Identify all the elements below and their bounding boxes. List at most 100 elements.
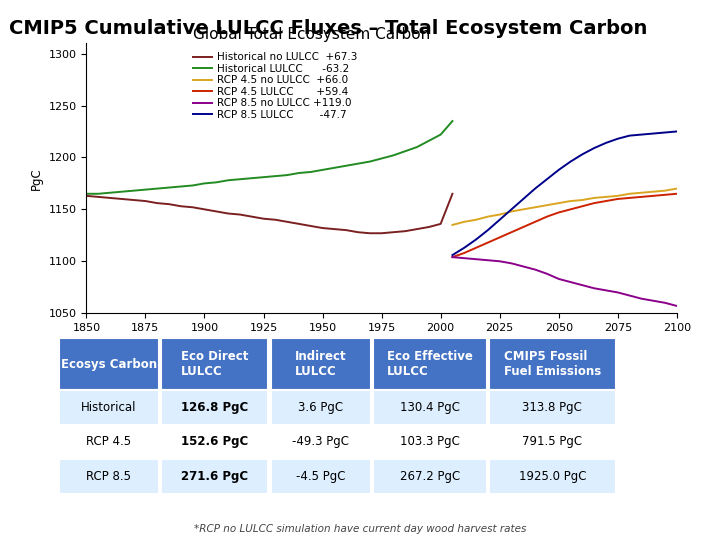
RCP 4.5 no LULCC  +66.0 (531, 204, 539, 211)
Historical no LULCC  +67.3 (318, 225, 327, 231)
Historical no LULCC  +67.3 (82, 193, 91, 199)
Historical no LULCC  +67.3 (330, 226, 338, 232)
Historical LULCC      -63.2 (436, 131, 445, 138)
RCP 4.5 LULCC       +59.4 (625, 195, 634, 201)
Text: 791.5 PgC: 791.5 PgC (523, 435, 582, 448)
Historical LULCC      -63.2 (377, 155, 386, 161)
Historical LULCC      -63.2 (330, 165, 338, 171)
Historical no LULCC  +67.3 (401, 228, 410, 234)
Line: RCP 4.5 LULCC       +59.4: RCP 4.5 LULCC +59.4 (452, 194, 677, 257)
RCP 8.5 LULCC        -47.7 (661, 129, 670, 136)
RCP 8.5 LULCC        -47.7 (637, 131, 646, 138)
Historical LULCC      -63.2 (366, 158, 374, 165)
RCP 8.5 LULCC        -47.7 (590, 145, 598, 151)
RCP 8.5 no LULCC +119.0 (637, 295, 646, 302)
RCP 4.5 no LULCC  +66.0 (448, 222, 456, 228)
Line: RCP 4.5 no LULCC  +66.0: RCP 4.5 no LULCC +66.0 (452, 188, 677, 225)
RCP 4.5 LULCC       +59.4 (649, 193, 657, 199)
RCP 4.5 no LULCC  +66.0 (472, 217, 480, 223)
Text: -4.5 PgC: -4.5 PgC (296, 470, 346, 483)
FancyBboxPatch shape (373, 338, 487, 390)
Historical LULCC      -63.2 (354, 160, 362, 167)
Text: 152.6 PgC: 152.6 PgC (181, 435, 248, 448)
Text: 130.4 PgC: 130.4 PgC (400, 401, 460, 414)
Historical no LULCC  +67.3 (436, 221, 445, 227)
FancyBboxPatch shape (489, 390, 616, 424)
Historical no LULCC  +67.3 (106, 195, 114, 201)
Text: Eco Direct
LULCC: Eco Direct LULCC (181, 350, 248, 378)
RCP 8.5 LULCC        -47.7 (507, 206, 516, 213)
RCP 4.5 LULCC       +59.4 (661, 192, 670, 198)
Text: 267.2 PgC: 267.2 PgC (400, 470, 460, 483)
Line: Historical no LULCC  +67.3: Historical no LULCC +67.3 (86, 194, 452, 233)
RCP 8.5 LULCC        -47.7 (472, 236, 480, 242)
FancyBboxPatch shape (489, 424, 616, 459)
Historical LULCC      -63.2 (82, 191, 91, 197)
RCP 4.5 no LULCC  +66.0 (484, 213, 492, 220)
FancyBboxPatch shape (271, 424, 371, 459)
Historical LULCC      -63.2 (200, 180, 209, 187)
Text: 271.6 PgC: 271.6 PgC (181, 470, 248, 483)
FancyBboxPatch shape (58, 459, 158, 494)
RCP 8.5 no LULCC +119.0 (566, 279, 575, 285)
RCP 4.5 no LULCC  +66.0 (519, 206, 528, 213)
RCP 8.5 LULCC        -47.7 (625, 132, 634, 139)
Line: Historical LULCC      -63.2: Historical LULCC -63.2 (86, 121, 452, 194)
RCP 8.5 LULCC        -47.7 (672, 128, 681, 134)
Historical no LULCC  +67.3 (366, 230, 374, 237)
Y-axis label: PgC: PgC (30, 167, 43, 190)
FancyBboxPatch shape (58, 338, 158, 390)
RCP 4.5 no LULCC  +66.0 (613, 193, 622, 199)
Text: 103.3 PgC: 103.3 PgC (400, 435, 460, 448)
Historical no LULCC  +67.3 (377, 230, 386, 237)
RCP 8.5 LULCC        -47.7 (460, 245, 469, 251)
RCP 8.5 LULCC        -47.7 (578, 151, 587, 158)
Historical no LULCC  +67.3 (294, 221, 303, 227)
RCP 4.5 LULCC       +59.4 (495, 234, 504, 241)
Text: 1925.0 PgC: 1925.0 PgC (518, 470, 586, 483)
RCP 8.5 LULCC        -47.7 (448, 252, 456, 258)
Historical no LULCC  +67.3 (117, 195, 126, 202)
Historical no LULCC  +67.3 (248, 213, 256, 220)
RCP 4.5 LULCC       +59.4 (613, 195, 622, 202)
Text: RCP 4.5: RCP 4.5 (86, 435, 131, 448)
RCP 4.5 LULCC       +59.4 (590, 200, 598, 206)
FancyBboxPatch shape (373, 424, 487, 459)
Text: RCP 8.5: RCP 8.5 (86, 470, 131, 483)
RCP 8.5 no LULCC +119.0 (460, 255, 469, 261)
RCP 4.5 LULCC       +59.4 (554, 209, 563, 215)
Legend: Historical no LULCC  +67.3, Historical LULCC      -63.2, RCP 4.5 no LULCC  +66.0: Historical no LULCC +67.3, Historical LU… (192, 51, 359, 121)
FancyBboxPatch shape (58, 390, 158, 424)
Historical LULCC      -63.2 (271, 173, 279, 179)
FancyBboxPatch shape (373, 459, 487, 494)
Text: Ecosys Carbon: Ecosys Carbon (60, 357, 157, 370)
Historical LULCC      -63.2 (248, 175, 256, 181)
Historical no LULCC  +67.3 (271, 217, 279, 223)
Historical LULCC      -63.2 (212, 179, 220, 186)
RCP 4.5 LULCC       +59.4 (637, 194, 646, 200)
RCP 4.5 no LULCC  +66.0 (590, 195, 598, 201)
Text: *RCP no LULCC simulation have current day wood harvest rates: *RCP no LULCC simulation have current da… (194, 523, 526, 534)
RCP 4.5 LULCC       +59.4 (484, 239, 492, 246)
RCP 8.5 no LULCC +119.0 (448, 254, 456, 260)
RCP 4.5 no LULCC  +66.0 (554, 200, 563, 206)
FancyBboxPatch shape (161, 459, 268, 494)
RCP 8.5 LULCC        -47.7 (554, 167, 563, 173)
RCP 8.5 LULCC        -47.7 (566, 158, 575, 165)
RCP 4.5 no LULCC  +66.0 (637, 190, 646, 196)
RCP 8.5 no LULCC +119.0 (625, 292, 634, 299)
RCP 4.5 no LULCC  +66.0 (460, 219, 469, 225)
RCP 8.5 LULCC        -47.7 (484, 227, 492, 233)
Text: CMIP5 Fossil
Fuel Emissions: CMIP5 Fossil Fuel Emissions (504, 350, 601, 378)
Historical LULCC      -63.2 (283, 172, 292, 178)
Text: 126.8 PgC: 126.8 PgC (181, 401, 248, 414)
Text: Indirect
LULCC: Indirect LULCC (294, 350, 346, 378)
FancyBboxPatch shape (161, 424, 268, 459)
Historical LULCC      -63.2 (307, 168, 315, 175)
Historical LULCC      -63.2 (342, 163, 351, 169)
Historical no LULCC  +67.3 (425, 224, 433, 230)
RCP 8.5 no LULCC +119.0 (543, 271, 552, 277)
Text: Historical: Historical (81, 401, 136, 414)
RCP 4.5 no LULCC  +66.0 (672, 185, 681, 192)
Historical LULCC      -63.2 (401, 148, 410, 154)
